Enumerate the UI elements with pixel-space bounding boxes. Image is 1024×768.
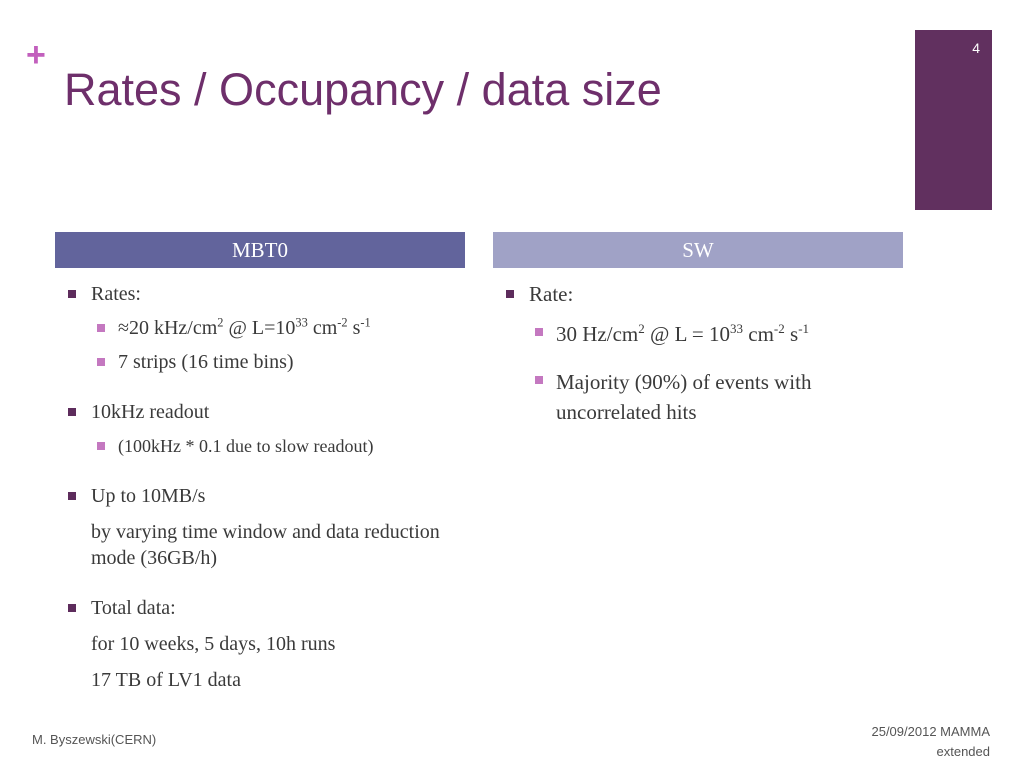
superscript: -1 (798, 321, 810, 336)
bullet-square (68, 290, 76, 298)
sub-bullet-text: ≈20 kHz/cm2 @ L=1033 cm-2 s-1 (118, 315, 472, 341)
bullet-square (97, 324, 105, 332)
bullet-item: 10kHz readout (100kHz * 0.1 due to slow r… (62, 399, 472, 459)
sub-bullet: 30 Hz/cm2 @ L = 1033 cm-2 s-1 (529, 319, 892, 349)
bullet-item: Total data: for 10 weeks, 5 days, 10h run… (62, 595, 472, 693)
text-part: ≈20 kHz/cm (118, 317, 218, 339)
superscript: -1 (360, 315, 371, 330)
bullet-text: Rates: (91, 283, 141, 305)
bullet-square (68, 492, 76, 500)
bullet-text: Rate: (529, 282, 574, 306)
superscript: 2 (638, 321, 645, 336)
sub-bullet: Majority (90%) of events with uncorrelat… (529, 367, 892, 427)
bullet-text: Up to 10MB/s (91, 485, 206, 507)
bullet-item: Rate: 30 Hz/cm2 @ L = 1033 cm-2 s-1 Majori… (500, 281, 892, 427)
sub-bullet-text: 7 strips (16 time bins) (118, 351, 294, 373)
bullet-square (535, 376, 543, 384)
bullet-square (68, 604, 76, 612)
text-part: s (347, 317, 361, 339)
bullet-note: by varying time window and data reductio… (91, 521, 440, 569)
left-column: Rates: ≈20 kHz/cm2 @ L=1033 cm-2 s-1 7 str… (62, 281, 472, 717)
footer-author: M. Byszewski(CERN) (32, 732, 157, 747)
bullet-item: Up to 10MB/s by varying time window and d… (62, 483, 472, 571)
superscript: 2 (217, 315, 224, 330)
text-part: 30 Hz/cm (556, 322, 639, 346)
bullet-square (506, 290, 514, 298)
bullet-square (97, 358, 105, 366)
slide-number: 4 (972, 40, 980, 56)
sub-bullet-text: Majority (90%) of events with uncorrelat… (556, 370, 812, 424)
right-column: Rate: 30 Hz/cm2 @ L = 1033 cm-2 s-1 Majori… (500, 281, 892, 451)
sub-bullet: ≈20 kHz/cm2 @ L=1033 cm-2 s-1 (91, 315, 472, 341)
footer-date: 25/09/2012 MAMMA extended (871, 724, 990, 759)
sub-bullet: 7 strips (16 time bins) (91, 349, 472, 375)
superscript: -2 (773, 321, 785, 336)
superscript: 33 (729, 321, 743, 336)
superscript: -2 (337, 315, 348, 330)
slide-title: Rates / Occupancy / data size (64, 64, 662, 115)
text-part: cm (743, 322, 774, 346)
bullet-note: 17 TB of LV1 data (91, 669, 241, 691)
column-header: MBT0 (55, 232, 465, 268)
text-part: @ L = 10 (644, 322, 730, 346)
decor-plus: + (26, 36, 46, 74)
sub-bullet-text: 30 Hz/cm2 @ L = 1033 cm-2 s-1 (556, 319, 892, 349)
text-part: cm (307, 317, 338, 339)
bullet-text: Total data: (91, 597, 176, 619)
bullet-square (68, 408, 76, 416)
bullet-square (535, 328, 543, 336)
number-box: 4 (915, 30, 992, 210)
bullet-square (97, 442, 105, 450)
bullet-item: Rates: ≈20 kHz/cm2 @ L=1033 cm-2 s-1 7 str… (62, 281, 472, 375)
bullet-text: 10kHz readout (91, 401, 210, 423)
sub-bullet: (100kHz * 0.1 due to slow readout) (91, 433, 472, 459)
superscript: 33 (295, 315, 308, 330)
column-header: SW (493, 232, 903, 268)
text-part: @ L=10 (223, 317, 296, 339)
sub-bullet-text: (100kHz * 0.1 due to slow readout) (118, 436, 374, 456)
text-part: s (784, 322, 799, 346)
bullet-note: for 10 weeks, 5 days, 10h runs (91, 633, 336, 655)
